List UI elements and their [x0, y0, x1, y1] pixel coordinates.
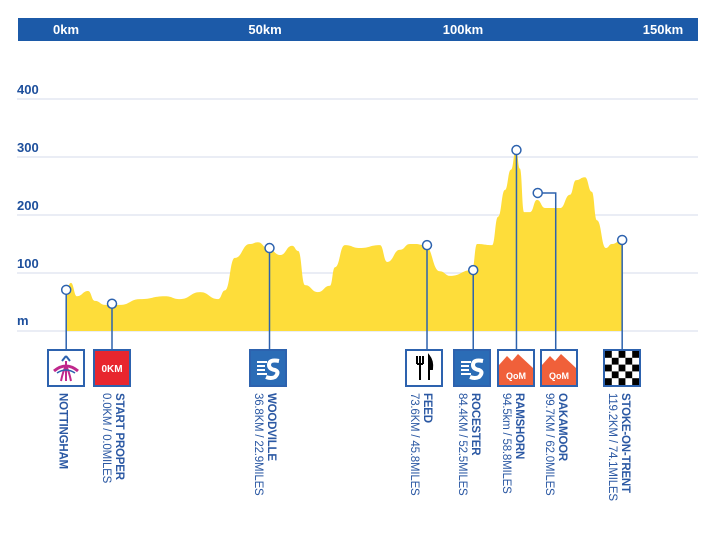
marker-name: ROCESTER [469, 393, 481, 456]
nottingham-logo-icon [47, 349, 85, 387]
marker-label-start: START PROPER 0.0KM / 0.0MILES [99, 393, 125, 483]
marker-label-oakamoor: OAKAMOOR 99.7KM / 62.0MILES [542, 393, 568, 496]
marker-point [616, 234, 628, 246]
chequer-square [618, 378, 626, 385]
marker-distance: 119.2KM / 74.1MILES [606, 393, 618, 501]
marker-name: STOKE-ON-TRENT [619, 393, 631, 493]
header-tick-0: 0km [52, 22, 80, 37]
sprint-icon [453, 349, 491, 387]
y-tick-100: 100 [17, 256, 39, 271]
chequer-square [618, 364, 626, 372]
marker-point [421, 239, 433, 251]
marker-label-feed: FEED 73.6KM / 45.8MILES [407, 393, 433, 496]
elevation-area [66, 150, 623, 331]
marker-point [264, 242, 275, 254]
marker-point [106, 298, 118, 309]
start-badge-text: 0KM [101, 364, 122, 375]
qom-mountain-icon: QoM [497, 349, 535, 387]
chequer-square [605, 364, 612, 372]
marker-distance: 94.5km / 58.8MILES [500, 393, 512, 494]
marker-name: RAMSHORN [513, 393, 525, 460]
marker-point [511, 144, 522, 156]
marker-name: FEED [421, 393, 433, 423]
marker-distance: 0.0KM / 0.0MILES [100, 393, 112, 484]
chequer-square [632, 364, 639, 372]
chequer-square [632, 378, 639, 385]
marker-distance: 84.4KM / 52.5MILES [456, 393, 468, 496]
distance-header-bar [18, 18, 698, 41]
marker-label-woodville: WOODVILLE 36.8KM / 22.9MILES [251, 393, 277, 496]
marker-point [467, 264, 479, 276]
chequer-square [605, 351, 612, 358]
marker-name: START PROPER [113, 393, 125, 480]
chequer-square [625, 357, 633, 365]
header-tick-150: 150km [642, 22, 684, 37]
marker-distance: 73.6KM / 45.8MILES [408, 393, 420, 496]
y-tick-200: 200 [17, 198, 39, 213]
marker-distance: 99.7KM / 62.0MILES [543, 393, 555, 496]
qom-badge-text: QoM [549, 371, 569, 381]
start-0km-icon: 0KM [93, 349, 131, 387]
marker-name: WOODVILLE [265, 393, 277, 461]
y-tick-300: 300 [17, 140, 39, 155]
marker-label-stoke: STOKE-ON-TRENT 119.2KM / 74.1MILES [605, 393, 631, 501]
header-tick-100: 100km [442, 22, 484, 37]
marker-point [532, 187, 543, 199]
y-axis-unit: m [17, 313, 29, 328]
fork-knife-icon [405, 349, 443, 387]
chequered-flag-icon [603, 349, 641, 387]
marker-distance: 36.8KM / 22.9MILES [252, 393, 264, 496]
header-tick-50: 50km [248, 22, 282, 37]
sprint-icon [249, 349, 287, 387]
marker-stem [537, 192, 557, 349]
chequer-square [611, 371, 619, 379]
y-tick-400: 400 [17, 82, 39, 97]
marker-point [60, 284, 72, 296]
marker-label-nottingham: NOTTINGHAM [56, 393, 69, 469]
chequer-square [618, 351, 626, 358]
qom-badge-text: QoM [506, 371, 526, 381]
marker-label-ramshorn: RAMSHORN 94.5km / 58.8MILES [499, 393, 525, 494]
chequer-square [605, 378, 612, 385]
marker-name: NOTTINGHAM [56, 393, 69, 469]
chequer-square [611, 357, 619, 365]
marker-label-rocester: ROCESTER 84.4KM / 52.5MILES [455, 393, 481, 496]
chequer-square [632, 351, 639, 358]
qom-mountain-icon: QoM [540, 349, 578, 387]
marker-name: OAKAMOOR [556, 393, 568, 462]
chequer-square [625, 371, 633, 379]
